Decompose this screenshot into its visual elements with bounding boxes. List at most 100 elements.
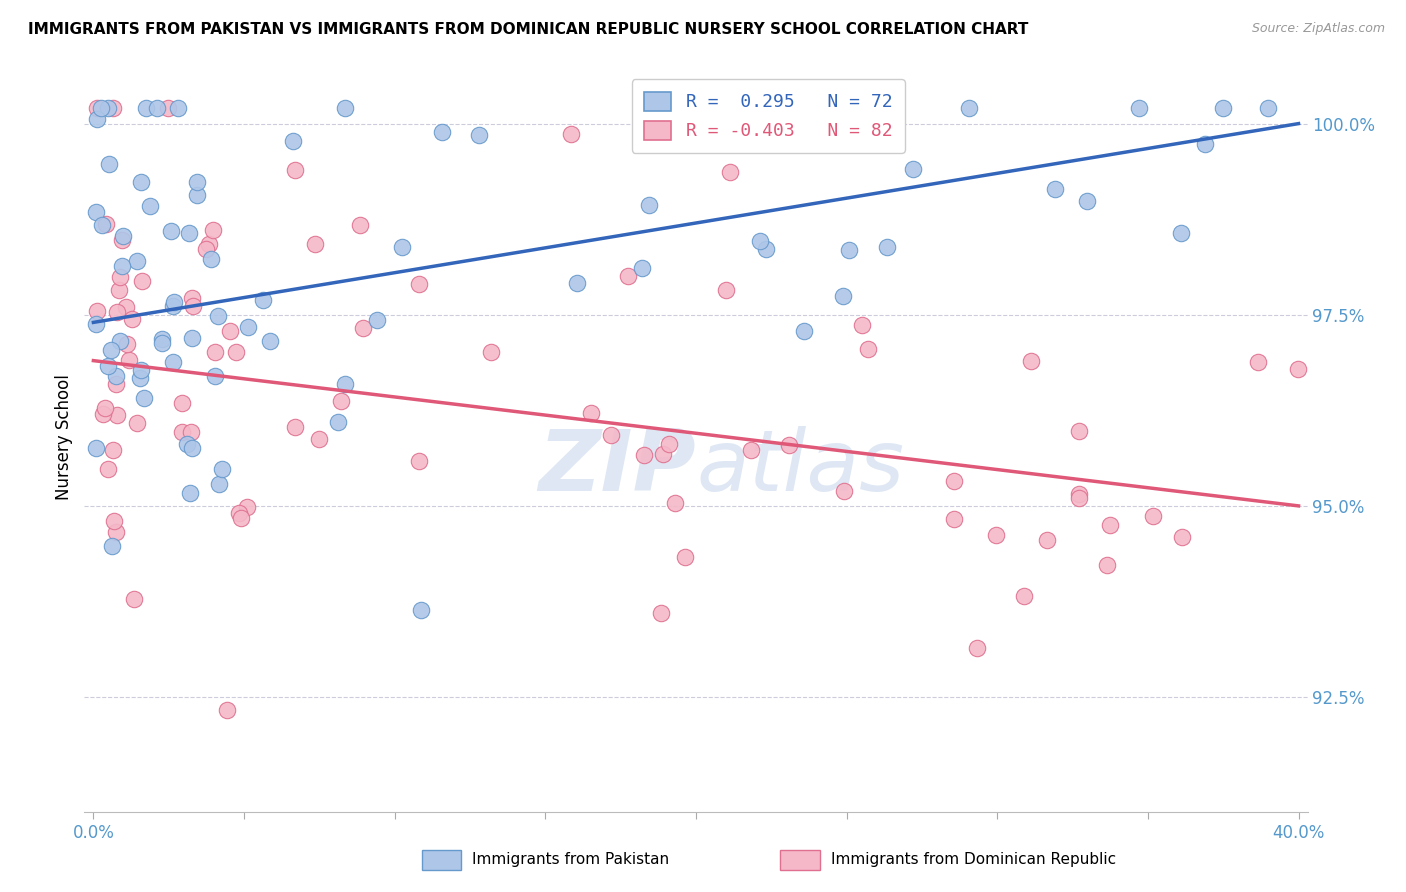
Point [966, 640, 988, 655]
Point [1095, 558, 1118, 573]
Point [876, 240, 898, 254]
Point [90, 218, 112, 232]
Legend: R =  0.295   N = 72, R = -0.403   N = 82: R = 0.295 N = 72, R = -0.403 N = 82 [631, 79, 905, 153]
Point [408, 454, 430, 468]
Point [156, 101, 179, 115]
Point [838, 243, 860, 257]
Point [333, 101, 356, 115]
Point [986, 528, 1008, 542]
Point [650, 606, 672, 620]
Point [200, 252, 222, 266]
Point [96, 101, 118, 115]
Point [1069, 424, 1091, 438]
Point [97, 157, 120, 171]
Point [160, 224, 183, 238]
Point [176, 437, 198, 451]
Point [163, 294, 186, 309]
Point [103, 514, 125, 528]
Point [94, 217, 117, 231]
Point [229, 511, 252, 525]
Point [943, 512, 966, 526]
Point [1257, 101, 1279, 115]
Point [408, 277, 430, 291]
Point [579, 406, 602, 420]
Point [181, 441, 204, 455]
Point [97, 359, 120, 374]
Point [468, 128, 491, 142]
Point [97, 462, 120, 476]
Point [86, 205, 108, 219]
Point [186, 175, 208, 189]
Point [1076, 194, 1098, 209]
Point [134, 391, 156, 405]
Point [138, 199, 160, 213]
Point [858, 342, 880, 356]
Point [186, 188, 208, 202]
Point [430, 125, 453, 139]
Point [658, 437, 681, 451]
Point [162, 354, 184, 368]
Point [1036, 533, 1059, 547]
Point [637, 197, 659, 211]
Point [1099, 517, 1122, 532]
Point [479, 344, 502, 359]
Point [108, 283, 131, 297]
Point [832, 289, 855, 303]
Point [284, 163, 307, 178]
Point [1194, 136, 1216, 151]
Point [1014, 589, 1036, 603]
Point [201, 223, 224, 237]
Point [219, 324, 242, 338]
Point [105, 305, 128, 319]
Point [180, 425, 202, 439]
Point [86, 112, 108, 127]
Point [1247, 354, 1270, 368]
Point [600, 427, 623, 442]
Point [100, 343, 122, 357]
Point [204, 345, 226, 359]
Point [207, 309, 229, 323]
Point [228, 506, 250, 520]
Point [108, 334, 131, 348]
Point [105, 525, 128, 540]
Point [749, 234, 772, 248]
Point [91, 407, 114, 421]
Point [832, 483, 855, 498]
Point [664, 496, 686, 510]
Point [129, 175, 152, 189]
Point [170, 396, 193, 410]
Text: Immigrants from Dominican Republic: Immigrants from Dominican Republic [831, 853, 1116, 867]
Point [901, 161, 924, 176]
Point [349, 218, 371, 232]
Point [409, 603, 432, 617]
Point [90, 101, 112, 115]
Point [560, 128, 582, 142]
Point [755, 242, 778, 256]
Point [1067, 491, 1090, 505]
Point [204, 368, 226, 383]
Point [851, 318, 873, 332]
Point [942, 474, 965, 488]
Text: atlas: atlas [696, 425, 904, 508]
Point [328, 415, 350, 429]
Point [304, 236, 326, 251]
Point [333, 376, 356, 391]
Point [616, 268, 638, 283]
Point [177, 226, 200, 240]
Point [101, 101, 124, 115]
Point [225, 345, 247, 359]
Point [259, 334, 281, 349]
Point [115, 337, 138, 351]
Point [198, 237, 221, 252]
Point [181, 300, 204, 314]
Point [131, 274, 153, 288]
Point [330, 394, 353, 409]
Text: Immigrants from Pakistan: Immigrants from Pakistan [472, 853, 669, 867]
Point [145, 101, 167, 115]
Point [352, 320, 374, 334]
Point [167, 101, 190, 115]
Point [194, 242, 217, 256]
Point [308, 432, 330, 446]
Point [211, 461, 233, 475]
Point [793, 324, 815, 338]
